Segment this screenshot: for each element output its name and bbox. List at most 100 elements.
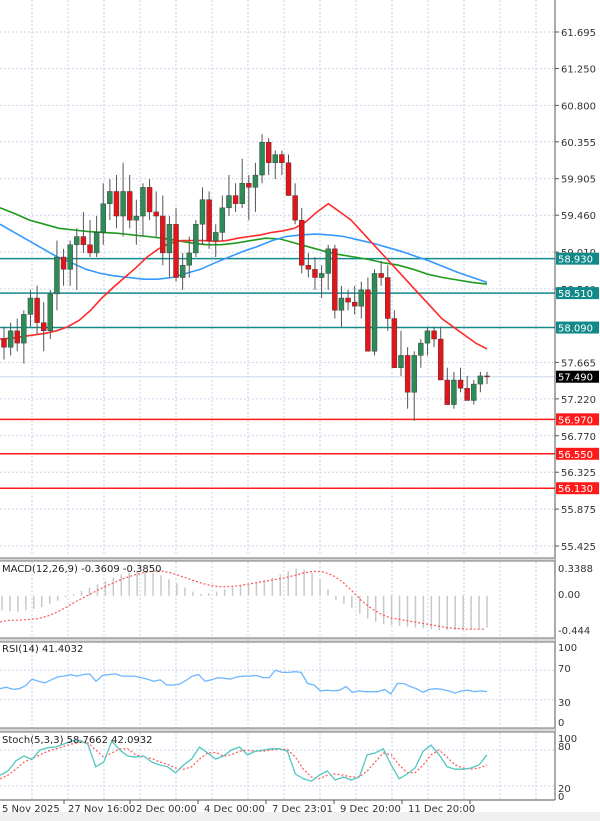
bull-candle [358, 289, 364, 307]
bear-candle [285, 162, 292, 196]
sma-mid-line [0, 223, 488, 284]
indicator-tick-label: 0 [558, 718, 564, 729]
stoch-title: Stoch(5,3,3) 58.7662 42.0932 [2, 735, 153, 746]
rsi-title: RSI(14) 41.4032 [2, 644, 83, 655]
bull-candle [226, 195, 232, 209]
current-price-badge [556, 370, 599, 383]
indicator-tick-label: 100 [558, 734, 577, 745]
bull-candle [7, 330, 14, 348]
sma-fast-line [0, 202, 488, 350]
bull-candle [477, 375, 484, 385]
resistance-price-badge [556, 321, 599, 334]
indicator-tick-label: 70 [558, 664, 571, 675]
bear-candle [385, 277, 391, 319]
stoch-k-line [0, 739, 488, 782]
bear-candle [299, 219, 305, 266]
bull-candle [451, 379, 457, 405]
macd-panel [0, 568, 488, 631]
bull-candle [252, 174, 259, 188]
bear-candle [457, 379, 464, 389]
bull-candle [371, 273, 378, 352]
bull-candle [166, 224, 173, 254]
indicator-tick-label: 0.3388 [558, 564, 593, 575]
bear-candle [80, 236, 87, 245]
time-tick-label: 9 Dec 20:00 [340, 804, 401, 815]
bear-candle [40, 322, 47, 332]
panel-separator [0, 728, 555, 732]
bear-candle [60, 256, 67, 270]
bull-candle [259, 142, 265, 176]
bull-candle [272, 154, 278, 163]
price-tick-label: 61.695 [561, 28, 596, 39]
bear-candle [292, 195, 298, 221]
indicator-tick-label: 100 [558, 643, 577, 654]
bull-candle [47, 293, 54, 332]
bear-candle [345, 297, 351, 303]
bull-candle [186, 252, 192, 266]
time-tick-label: 27 Nov 16:00 [68, 804, 135, 815]
bull-candle [471, 383, 477, 401]
price-tick-label: 56.770 [561, 432, 596, 443]
bull-candle [107, 191, 113, 204]
moving-averages [0, 202, 488, 350]
indicator-tick-label: 0 [558, 792, 564, 803]
bear-candle [305, 265, 312, 270]
bull-candle [424, 330, 431, 344]
time-tick-label: 2 Dec 00:00 [136, 804, 197, 815]
price-tick-label: 59.905 [561, 175, 596, 186]
support-price-badge [556, 413, 599, 426]
status-strip [0, 812, 600, 821]
bear-candle [312, 269, 318, 278]
panel-separator [0, 558, 555, 561]
indicator-tick-label: 80 [558, 742, 571, 753]
price-tick-label: 59.460 [561, 211, 596, 222]
bear-candle [351, 301, 358, 307]
bear-candle [464, 388, 470, 401]
indicator-tick-label: 30 [558, 698, 571, 709]
price-tick-label: 60.800 [561, 101, 596, 112]
indicator-titles: MACD(12,26,9) -0.3609 -0.3850 RSI(14) 41… [2, 564, 162, 746]
bear-candle [444, 379, 451, 405]
price-tick-label: 60.355 [561, 138, 596, 149]
rsi-line [0, 669, 488, 695]
current-price-badge-text: 57.490 [558, 373, 593, 384]
bear-candle [484, 375, 490, 378]
bull-candle [239, 183, 245, 204]
bear-candle [391, 318, 398, 368]
bull-candle [179, 265, 186, 278]
bear-candle [437, 338, 444, 381]
bull-candle [100, 203, 106, 233]
bull-candle [325, 248, 331, 274]
bear-candle [87, 244, 93, 254]
resistance-price-badge [556, 252, 599, 265]
bear-candle [431, 330, 437, 340]
price-axis[interactable]: 61.69561.25060.80060.35559.90559.46059.0… [555, 28, 599, 803]
support-resistance-levels [0, 257, 555, 489]
bull-candle [193, 224, 199, 254]
candlestick-series [1, 134, 490, 421]
sma-slow-line [0, 207, 488, 285]
support-price-badge [556, 482, 599, 495]
time-tick-label: 5 Nov 2025 [2, 804, 60, 815]
support-price-badge-text: 56.130 [558, 484, 593, 495]
bear-candle [279, 154, 285, 163]
bull-candle [93, 232, 100, 254]
resistance-price-badge-text: 58.510 [558, 289, 593, 300]
resistance-price-badge-text: 58.090 [558, 324, 593, 335]
bull-candle [54, 256, 60, 295]
bear-candle [332, 248, 338, 311]
bear-candle [173, 224, 179, 278]
time-tick-label: 11 Dec 20:00 [408, 804, 475, 815]
time-axis[interactable]: 5 Nov 2025 27 Nov 16:00 2 Dec 00:00 4 Dec 0… [2, 800, 475, 815]
bear-candle [160, 215, 166, 254]
rsi-panel [0, 669, 555, 701]
bear-candle [378, 273, 384, 278]
indicator-tick-label: -0.444 [558, 626, 590, 637]
support-price-badge-text: 56.970 [558, 415, 593, 426]
price-tick-label: 57.220 [561, 395, 596, 406]
resistance-price-badge [556, 287, 599, 300]
bull-candle [120, 191, 126, 217]
